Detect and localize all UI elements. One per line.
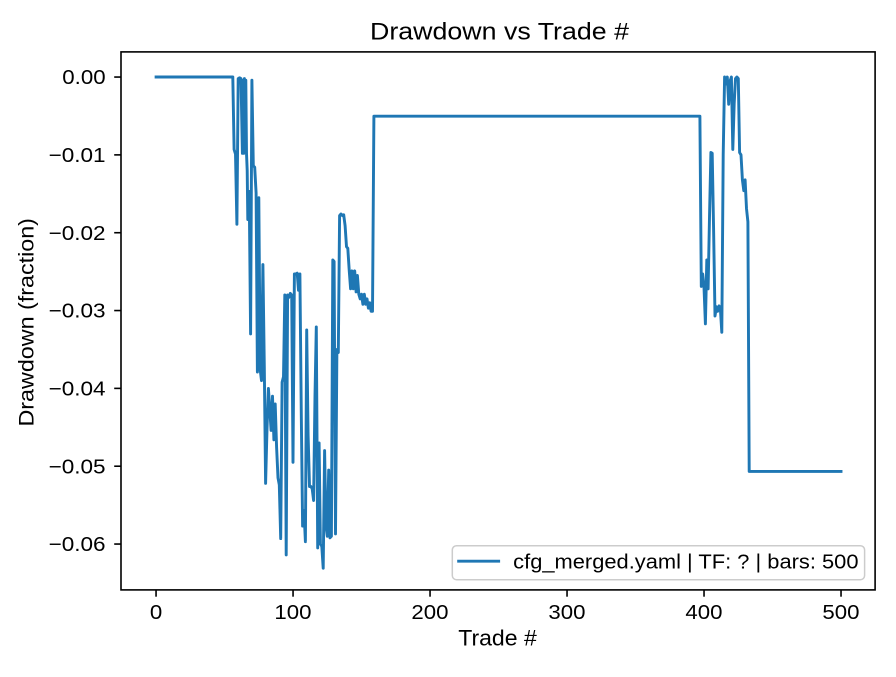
- svg-text:0: 0: [150, 601, 162, 624]
- svg-text:Drawdown vs Trade #: Drawdown vs Trade #: [370, 18, 630, 45]
- svg-text:500: 500: [822, 601, 859, 624]
- svg-text:400: 400: [685, 601, 722, 624]
- svg-text:−0.05: −0.05: [49, 456, 106, 478]
- svg-text:200: 200: [411, 601, 448, 624]
- svg-text:−0.03: −0.03: [49, 301, 106, 323]
- svg-text:300: 300: [548, 601, 585, 624]
- svg-text:−0.01: −0.01: [49, 145, 106, 167]
- svg-text:Trade #: Trade #: [458, 626, 537, 651]
- svg-text:100: 100: [274, 601, 311, 624]
- svg-text:−0.06: −0.06: [49, 534, 106, 556]
- svg-text:0.00: 0.00: [62, 67, 105, 89]
- svg-text:Drawdown (fraction): Drawdown (fraction): [16, 218, 39, 427]
- svg-text:cfg_merged.yaml | TF: ? | bars: cfg_merged.yaml | TF: ? | bars: 500: [513, 550, 858, 573]
- svg-text:−0.02: −0.02: [49, 223, 106, 245]
- svg-text:−0.04: −0.04: [49, 379, 106, 401]
